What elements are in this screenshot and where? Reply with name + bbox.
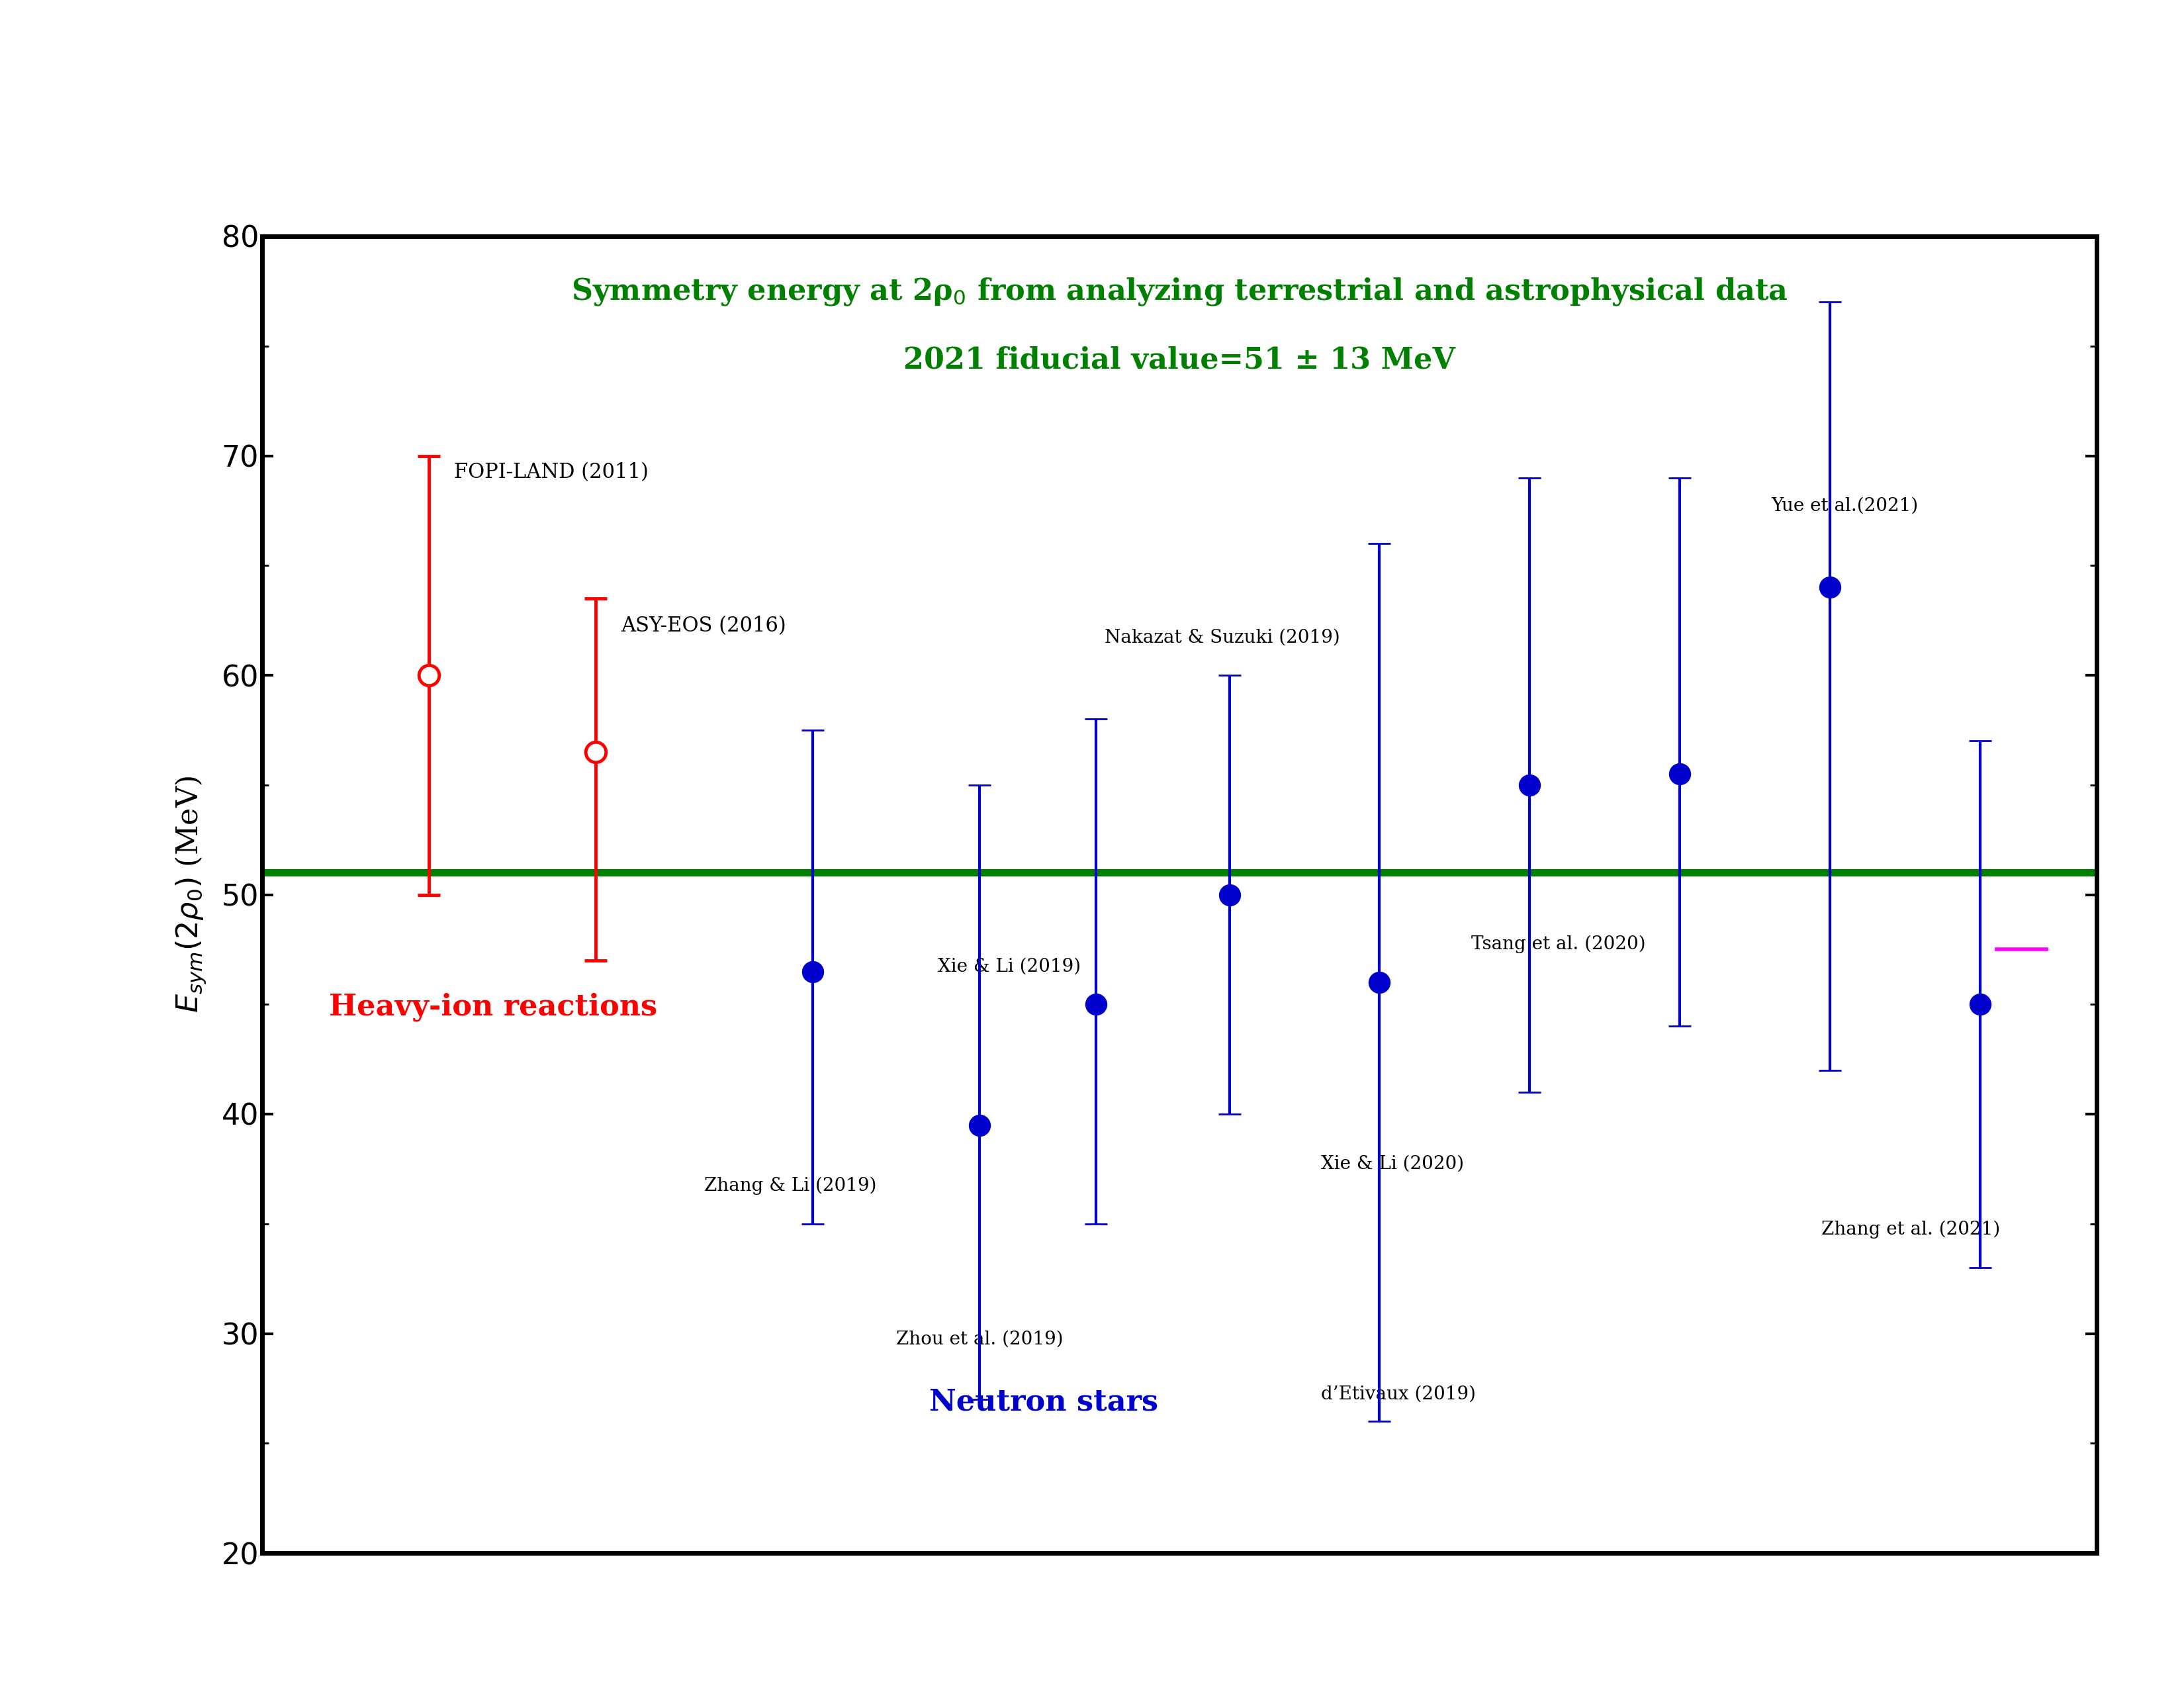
Text: ASY-EOS (2016): ASY-EOS (2016) bbox=[620, 616, 786, 636]
Text: Zhang & Li (2019): Zhang & Li (2019) bbox=[703, 1177, 876, 1195]
Text: Tsang et al. (2020): Tsang et al. (2020) bbox=[1472, 935, 1647, 954]
Text: Neutron stars: Neutron stars bbox=[928, 1388, 1158, 1416]
Text: Zhou et al. (2019): Zhou et al. (2019) bbox=[895, 1330, 1064, 1349]
Text: Nakazat & Suzuki (2019): Nakazat & Suzuki (2019) bbox=[1105, 628, 1339, 647]
Text: FOPI-LAND (2011): FOPI-LAND (2011) bbox=[454, 463, 649, 483]
Text: Yue et al.(2021): Yue et al.(2021) bbox=[1771, 496, 1918, 515]
Text: Symmetry energy at 2ρ$_0$ from analyzing terrestrial and astrophysical data: Symmetry energy at 2ρ$_0$ from analyzing… bbox=[570, 275, 1789, 307]
Text: 2021 fiducial value=51 ± 13 MeV: 2021 fiducial value=51 ± 13 MeV bbox=[904, 346, 1455, 375]
Text: Zhang et al. (2021): Zhang et al. (2021) bbox=[1821, 1220, 2001, 1239]
Text: Xie & Li (2020): Xie & Li (2020) bbox=[1321, 1155, 1463, 1173]
Y-axis label: $E_{sym}(2\rho_0)$ (MeV): $E_{sym}(2\rho_0)$ (MeV) bbox=[173, 776, 207, 1013]
Text: Xie & Li (2019): Xie & Li (2019) bbox=[937, 957, 1081, 976]
Text: d’Etivaux (2019): d’Etivaux (2019) bbox=[1321, 1386, 1476, 1403]
Text: Heavy-ion reactions: Heavy-ion reactions bbox=[330, 993, 657, 1021]
